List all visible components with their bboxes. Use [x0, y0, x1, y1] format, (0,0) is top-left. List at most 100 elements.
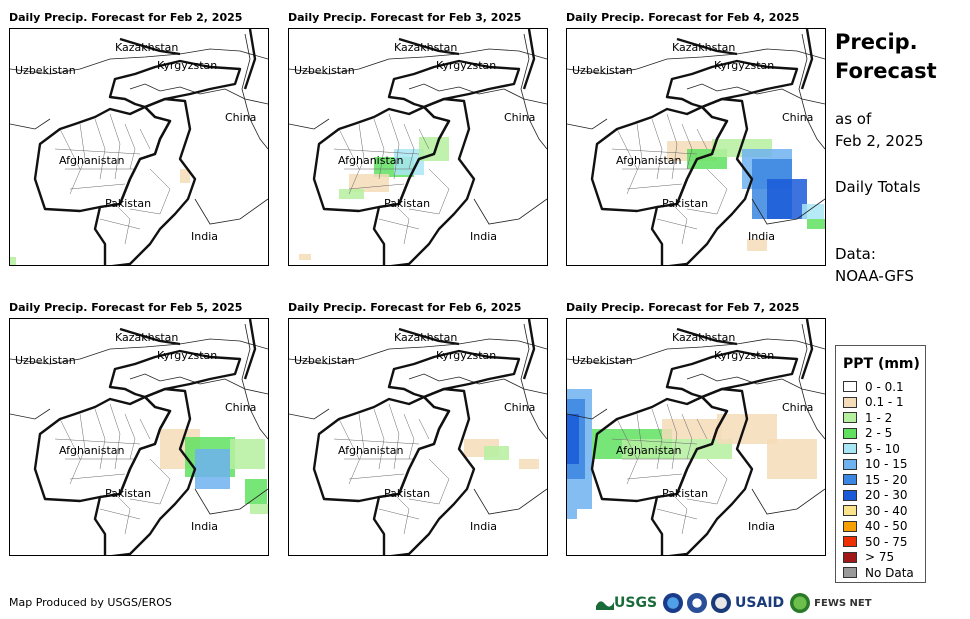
map-label-uzbekistan: Uzbekistan	[15, 354, 76, 367]
country-outline	[800, 319, 814, 380]
map-label-india: India	[748, 230, 775, 243]
province-line	[149, 458, 171, 505]
precip-patch	[807, 219, 825, 229]
legend-swatch	[843, 489, 857, 501]
border-line	[798, 323, 825, 440]
province-line	[408, 498, 440, 505]
legend-item: 5 - 10	[843, 441, 914, 457]
precip-patch	[519, 459, 539, 469]
province-line	[378, 508, 420, 520]
province-line	[403, 413, 415, 460]
map-label-india: India	[748, 520, 775, 533]
province-line	[616, 128, 638, 170]
province-line	[373, 408, 385, 470]
nasa-seal-icon	[687, 593, 708, 613]
map-label-kazakhstan: Kazakhstan	[394, 41, 458, 54]
province-line	[59, 418, 81, 460]
province-line	[656, 508, 698, 520]
country-outline	[243, 29, 257, 90]
province-line	[94, 408, 106, 470]
legend-label: 2 - 5	[865, 426, 893, 441]
forecast-map: Kazakhstan Uzbekistan Kyrgyzstan China Afgha…	[288, 28, 548, 266]
legend-swatch	[843, 567, 857, 579]
province-line	[54, 148, 141, 155]
country-outline	[398, 327, 460, 346]
province-line	[666, 403, 678, 470]
credit-text: Map Produced by USGS/EROS	[9, 596, 172, 609]
data-source-label: Data:	[835, 245, 876, 263]
legend-swatch	[843, 536, 857, 548]
country-outline	[387, 59, 521, 109]
precip-patch	[567, 509, 577, 519]
map-canvas	[567, 29, 825, 265]
map-label-pakistan: Pakistan	[105, 487, 152, 500]
legend-item: 20 - 30	[843, 488, 914, 504]
border-line	[289, 408, 330, 420]
border-line	[129, 83, 268, 105]
map-label-china: China	[225, 111, 257, 124]
province-line	[69, 183, 126, 190]
country-outline	[119, 37, 181, 56]
province-line	[109, 113, 121, 180]
precip-patch	[10, 257, 16, 265]
border-line	[408, 83, 547, 105]
panel-title: Daily Precip. Forecast for Feb 4, 2025	[566, 11, 800, 24]
province-line	[403, 123, 415, 170]
country-outline	[387, 349, 521, 399]
precip-patch	[622, 439, 732, 459]
map-label-kazakhstan: Kazakhstan	[672, 41, 736, 54]
map-label-kazakhstan: Kazakhstan	[115, 331, 179, 344]
map-label-uzbekistan: Uzbekistan	[294, 354, 355, 367]
country-outline	[800, 29, 814, 90]
country-outline	[108, 59, 242, 109]
border-line	[289, 118, 330, 130]
border-line	[567, 48, 825, 75]
panel-title: Daily Precip. Forecast for Feb 5, 2025	[9, 301, 243, 314]
legend-swatch	[843, 381, 857, 393]
map-canvas	[289, 319, 547, 555]
province-line	[418, 418, 430, 440]
border-line	[798, 33, 825, 150]
legend-item: No Data	[843, 565, 914, 581]
legend-label: No Data	[865, 565, 914, 580]
province-line	[418, 128, 430, 150]
legend-swatch	[843, 412, 857, 424]
usaid-logo-text: USAID	[735, 595, 785, 611]
map-label-china: China	[782, 111, 814, 124]
province-line	[681, 413, 693, 460]
map-label-afghanistan: Afghanistan	[59, 444, 125, 457]
map-label-pakistan: Pakistan	[105, 197, 152, 210]
province-line	[686, 208, 718, 215]
panel-title: Daily Precip. Forecast for Feb 3, 2025	[288, 11, 522, 24]
province-line	[94, 118, 106, 180]
legend-swatch	[843, 551, 857, 563]
legend-swatch	[843, 396, 857, 408]
border-line	[10, 48, 268, 75]
country-outline	[108, 349, 242, 399]
legend-label: 1 - 2	[865, 410, 893, 425]
precip-patch	[484, 446, 509, 460]
map-label-kazakhstan: Kazakhstan	[394, 331, 458, 344]
map-label-kyrgyzstan: Kyrgyzstan	[714, 349, 775, 362]
province-line	[129, 208, 161, 215]
province-line	[611, 148, 698, 155]
map-label-kyrgyzstan: Kyrgyzstan	[157, 349, 218, 362]
map-canvas	[10, 29, 268, 265]
precip-patch	[245, 479, 267, 504]
legend-label: 15 - 20	[865, 472, 908, 487]
forecast-map: Kazakhstan Uzbekistan Kyrgyzstan China Afgha…	[9, 28, 269, 266]
legend-swatch	[843, 505, 857, 517]
precip-patch	[802, 204, 824, 219]
sidebar-title-line2: Forecast	[835, 59, 937, 83]
border-line	[10, 338, 268, 365]
province-line	[338, 418, 360, 460]
as-of-date: Feb 2, 2025	[835, 132, 924, 150]
map-label-china: China	[782, 401, 814, 414]
country-outline	[522, 319, 536, 380]
country-outline	[119, 327, 181, 346]
legend-swatch	[843, 443, 857, 455]
usgs-logo-text: USGS	[614, 595, 658, 611]
map-label-uzbekistan: Uzbekistan	[572, 354, 633, 367]
province-line	[428, 458, 450, 505]
province-line	[348, 123, 365, 195]
